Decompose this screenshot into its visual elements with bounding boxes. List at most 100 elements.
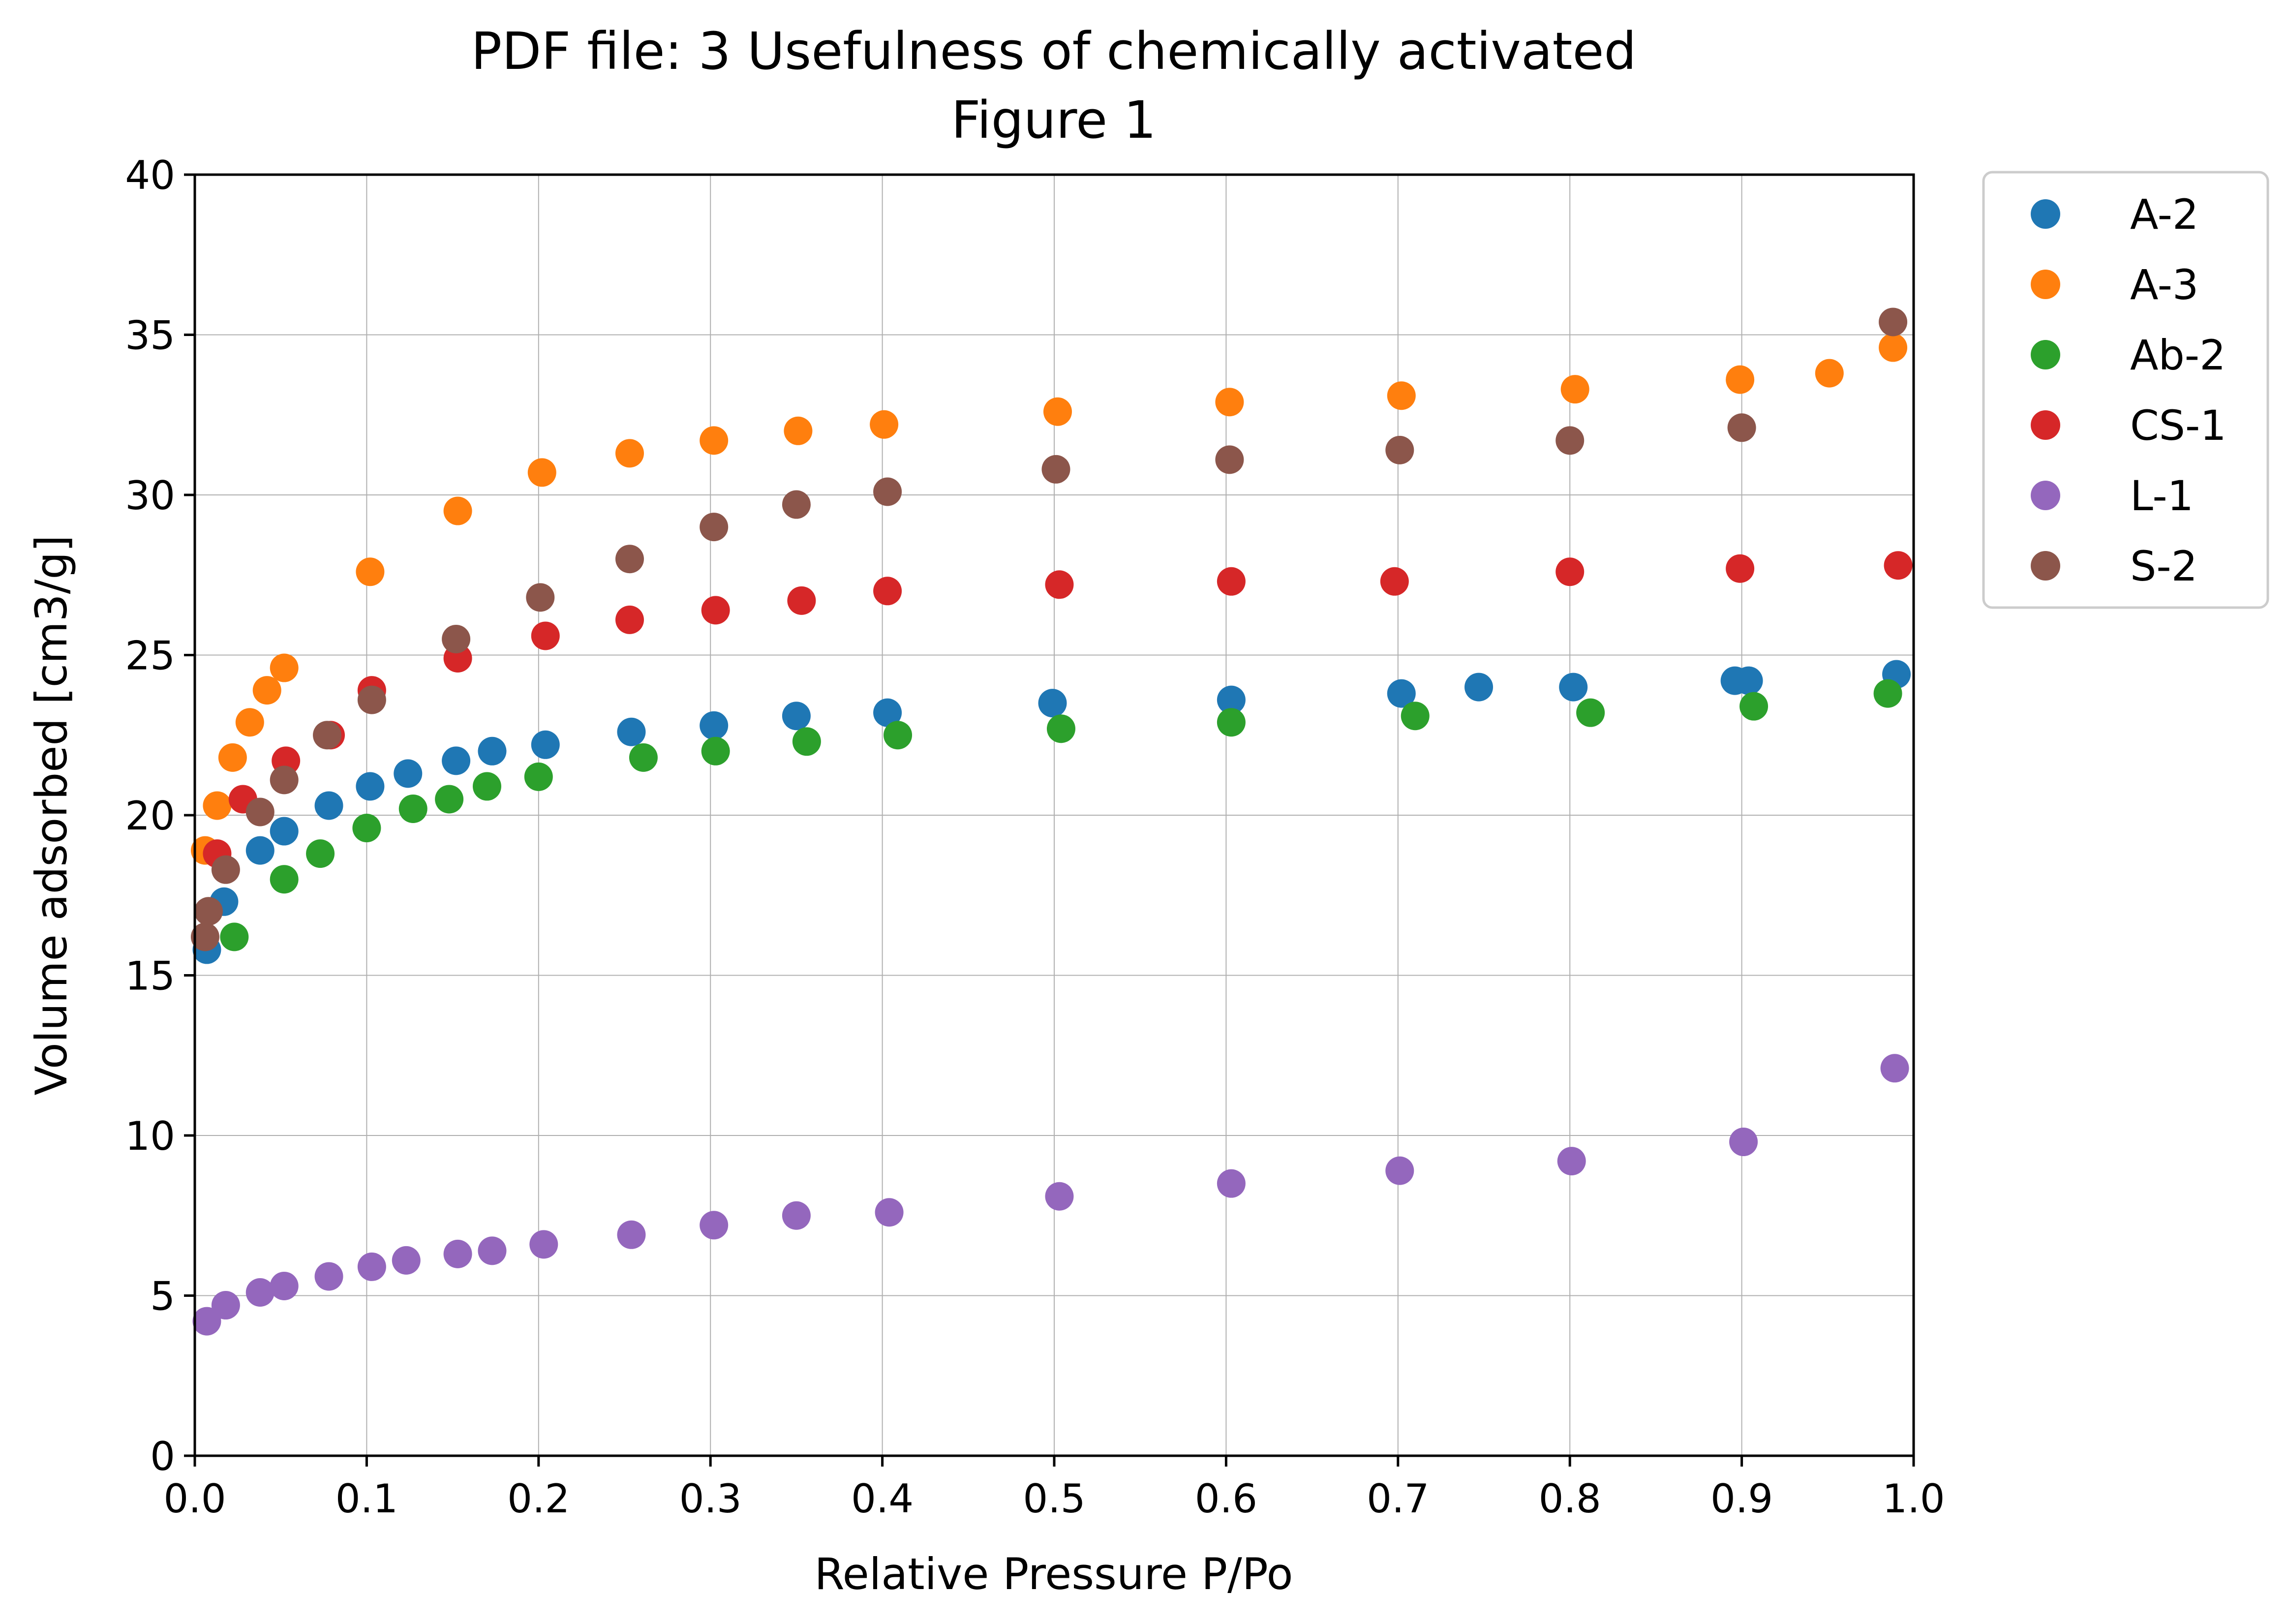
- data-point: [1217, 567, 1246, 596]
- data-point: [1046, 714, 1075, 743]
- y-tick-label: 40: [125, 153, 175, 198]
- data-point: [1215, 445, 1244, 474]
- data-point: [875, 1198, 904, 1227]
- legend-label: L-1: [2130, 472, 2194, 520]
- data-point: [435, 785, 464, 814]
- y-axis-ticks: 0 5 10 15 20 25 30 35 40: [125, 153, 195, 1479]
- x-axis-label: Relative Pressure P/Po: [814, 1549, 1293, 1599]
- chart-title-line2: Figure 1: [951, 90, 1157, 150]
- data-point: [314, 791, 343, 820]
- legend-label: A-3: [2130, 261, 2198, 309]
- data-point: [1879, 333, 1908, 362]
- data-point: [392, 1246, 421, 1275]
- data-point: [615, 545, 644, 574]
- data-point: [1873, 679, 1902, 708]
- data-point: [252, 676, 281, 705]
- data-point: [478, 1236, 507, 1265]
- data-point: [442, 624, 471, 653]
- data-point: [245, 797, 275, 827]
- x-tick-label: 0.5: [1023, 1476, 1085, 1522]
- data-point: [442, 746, 471, 775]
- x-tick-label: 0.3: [679, 1476, 742, 1522]
- data-point: [203, 791, 232, 820]
- data-point: [1556, 426, 1585, 455]
- x-tick-label: 0.0: [163, 1476, 226, 1522]
- legend-label: A-2: [2130, 190, 2198, 239]
- data-point: [270, 1271, 299, 1300]
- data-point: [472, 772, 501, 801]
- y-tick-label: 15: [125, 953, 175, 999]
- legend-item: A-2: [2031, 190, 2198, 239]
- x-tick-label: 0.7: [1367, 1476, 1429, 1522]
- y-tick-label: 30: [125, 473, 175, 519]
- data-point: [1557, 1147, 1586, 1176]
- x-tick-label: 0.6: [1195, 1476, 1257, 1522]
- x-tick-label: 0.1: [336, 1476, 398, 1522]
- data-point: [1884, 551, 1913, 580]
- data-point: [306, 839, 335, 868]
- data-point: [1387, 381, 1416, 410]
- data-point: [873, 698, 902, 727]
- legend-marker: [2031, 199, 2060, 229]
- data-point: [701, 596, 730, 625]
- data-point: [190, 922, 219, 951]
- data-point: [211, 855, 240, 884]
- data-point: [352, 814, 381, 843]
- data-point: [1038, 689, 1067, 718]
- data-point: [873, 477, 902, 506]
- data-point: [615, 605, 644, 634]
- data-point: [394, 759, 423, 788]
- legend-item: CS-1: [2031, 401, 2227, 450]
- data-point: [615, 439, 644, 468]
- data-point: [1727, 413, 1756, 442]
- data-point: [629, 743, 658, 772]
- data-point: [529, 1230, 558, 1259]
- data-point: [194, 897, 223, 926]
- data-point: [1576, 698, 1605, 727]
- legend-marker: [2031, 551, 2060, 581]
- data-point: [443, 496, 472, 525]
- data-point: [443, 1239, 472, 1268]
- y-tick-label: 5: [150, 1274, 175, 1319]
- series-s-2: [190, 307, 1908, 951]
- data-point: [1385, 435, 1414, 464]
- data-point: [270, 653, 299, 682]
- data-point: [1380, 567, 1409, 596]
- series-a-3: [190, 333, 1908, 865]
- data-point: [270, 865, 299, 894]
- data-point: [356, 557, 385, 586]
- data-point: [1815, 359, 1844, 388]
- legend-item: A-3: [2031, 261, 2198, 309]
- y-tick-label: 20: [125, 793, 175, 839]
- data-point: [192, 1307, 221, 1336]
- data-point: [1217, 708, 1246, 737]
- data-point: [1734, 666, 1763, 695]
- legend-frame: [1982, 171, 2269, 609]
- data-point: [357, 685, 386, 714]
- data-point: [270, 817, 299, 846]
- legend-marker: [2031, 270, 2060, 299]
- data-point: [787, 586, 816, 615]
- data-point: [701, 736, 730, 766]
- y-tick-label: 35: [125, 313, 175, 359]
- data-point: [873, 577, 902, 606]
- data-point: [1385, 1156, 1414, 1185]
- legend-item: S-2: [2031, 542, 2197, 590]
- data-point: [245, 836, 275, 865]
- legend-marker: [2031, 481, 2060, 510]
- data-point: [782, 1201, 811, 1230]
- data-point: [617, 1220, 646, 1249]
- series-l-1: [192, 1054, 1909, 1336]
- data-point: [1217, 685, 1246, 714]
- data-point: [1560, 375, 1589, 404]
- x-tick-label: 1.0: [1882, 1476, 1945, 1522]
- data-point: [235, 708, 264, 737]
- chart-title-line1: PDF file: 3 Usefulness of chemically act…: [471, 21, 1637, 81]
- legend-label: S-2: [2130, 542, 2197, 590]
- data-point: [782, 490, 811, 519]
- y-tick-label: 25: [125, 633, 175, 679]
- data-point: [1217, 1169, 1246, 1198]
- data-point: [524, 762, 553, 791]
